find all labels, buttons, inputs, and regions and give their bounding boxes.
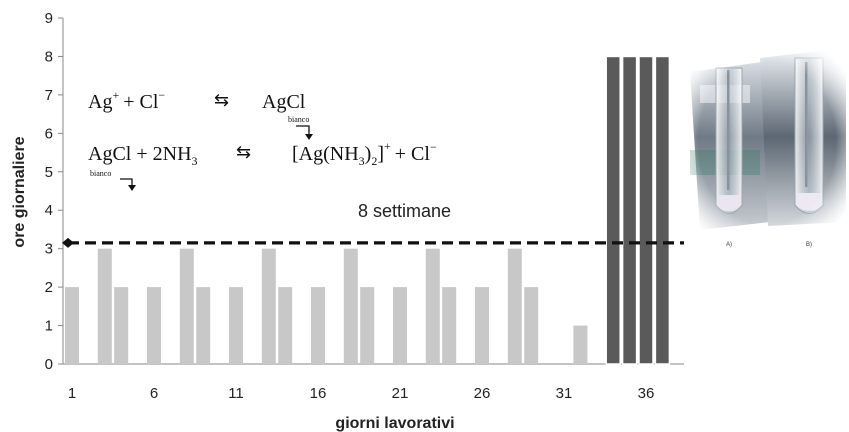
- eq2-tail: + Cl: [395, 143, 431, 165]
- bar-light: [360, 287, 375, 364]
- bar-light: [65, 287, 79, 364]
- eq2-complex-end: ]: [377, 143, 384, 165]
- eq2-complex-charge: +: [384, 139, 391, 153]
- x-tick-label: 31: [556, 385, 573, 402]
- y-tick-label: 6: [45, 125, 53, 142]
- bar-light: [311, 287, 325, 364]
- bar-dark: [638, 55, 654, 365]
- y-tick-label: 5: [45, 164, 53, 181]
- x-tick-label: 36: [638, 385, 655, 402]
- bar-dark: [605, 55, 621, 365]
- bar-light: [97, 248, 112, 364]
- eq1-precipitate-arrow: [296, 125, 310, 137]
- eq2-complex-sub: 3: [359, 154, 365, 168]
- bar-light: [524, 287, 539, 364]
- y-tick-label: 4: [45, 202, 53, 219]
- bar-dark: [621, 55, 638, 365]
- x-tick-label: 6: [150, 385, 158, 402]
- x-tick-label: 26: [474, 385, 491, 402]
- eq1-arrow: ⇆: [214, 90, 229, 110]
- bar-light: [425, 248, 440, 364]
- y-tick-label: 8: [45, 48, 53, 65]
- bar-light: [393, 287, 407, 364]
- y-tick-label: 2: [45, 279, 53, 296]
- x-tick-label: 11: [228, 385, 244, 402]
- eq1-ag-charge: +: [112, 88, 119, 102]
- eq1-cl-charge: −: [158, 88, 165, 102]
- y-axis-title: ore giornaliere: [11, 136, 28, 247]
- photo-label-a: A): [726, 242, 732, 248]
- duration-annotation: 8 settimane: [358, 201, 451, 221]
- eq2-complex-sub2: 2: [371, 154, 377, 168]
- y-tick-label: 0: [45, 356, 53, 373]
- eq2-complex: [Ag(NH: [292, 143, 359, 165]
- reference-line-marker: [62, 237, 74, 248]
- x-tick-label: 16: [310, 385, 327, 402]
- bar-light: [179, 248, 194, 364]
- bar-dark: [654, 55, 671, 365]
- reference-line-layer: [62, 237, 684, 248]
- eq2-tail-charge: −: [430, 140, 437, 154]
- eq2-left-sub: 3: [192, 154, 198, 168]
- eq1-arrow-head: [305, 134, 313, 140]
- photo-label-b: B): [806, 242, 812, 248]
- bar-light: [261, 248, 276, 364]
- bar-light: [573, 325, 588, 364]
- bar-light: [507, 248, 522, 364]
- x-tick-label: 1: [68, 385, 76, 402]
- equation-1: Ag+ + Cl− ⇆ AgCl bianco: [88, 88, 313, 140]
- eq2-bianco: bianco: [90, 169, 111, 178]
- x-tick-label: 21: [392, 385, 409, 402]
- eq1-bianco: bianco: [288, 115, 309, 124]
- bar-light: [114, 287, 129, 364]
- bar-light: [278, 287, 293, 364]
- bar-light: [196, 287, 211, 364]
- bars-layer: [65, 55, 671, 365]
- eq1-cl: + Cl: [123, 91, 159, 113]
- y-tick-label: 7: [45, 87, 53, 104]
- eq2-arrow-head: [128, 185, 136, 191]
- bar-light: [229, 287, 243, 364]
- y-tick-label: 1: [45, 318, 53, 335]
- x-axis-title: giorni lavorativi: [335, 415, 454, 432]
- bar-light: [475, 287, 489, 364]
- bar-light: [442, 287, 457, 364]
- y-tick-label: 9: [45, 10, 53, 27]
- test-tube-photo: A) B): [685, 45, 849, 248]
- equation-2: AgCl + 2NH3 ⇆ [Ag(NH3)2]+ + Cl− bianco: [88, 139, 437, 191]
- svg-text:AgCl + 2NH3: AgCl + 2NH3: [88, 143, 198, 168]
- bar-light: [343, 248, 358, 364]
- eq2-left: AgCl + 2NH: [88, 143, 192, 165]
- svg-text:Ag++ Cl−: Ag+ + Cl−: [88, 88, 165, 113]
- eq2-arrow: ⇆: [236, 142, 251, 162]
- eq2-complex-close: ): [365, 143, 372, 165]
- svg-text:[Ag(NH3)2]++ Cl−: [Ag(NH3)2]+ + Cl−: [292, 139, 437, 168]
- y-tick-label: 3: [45, 241, 53, 258]
- eq1-ag: Ag: [88, 91, 112, 113]
- bar-light: [147, 287, 161, 364]
- eq1-product: AgCl: [262, 91, 306, 113]
